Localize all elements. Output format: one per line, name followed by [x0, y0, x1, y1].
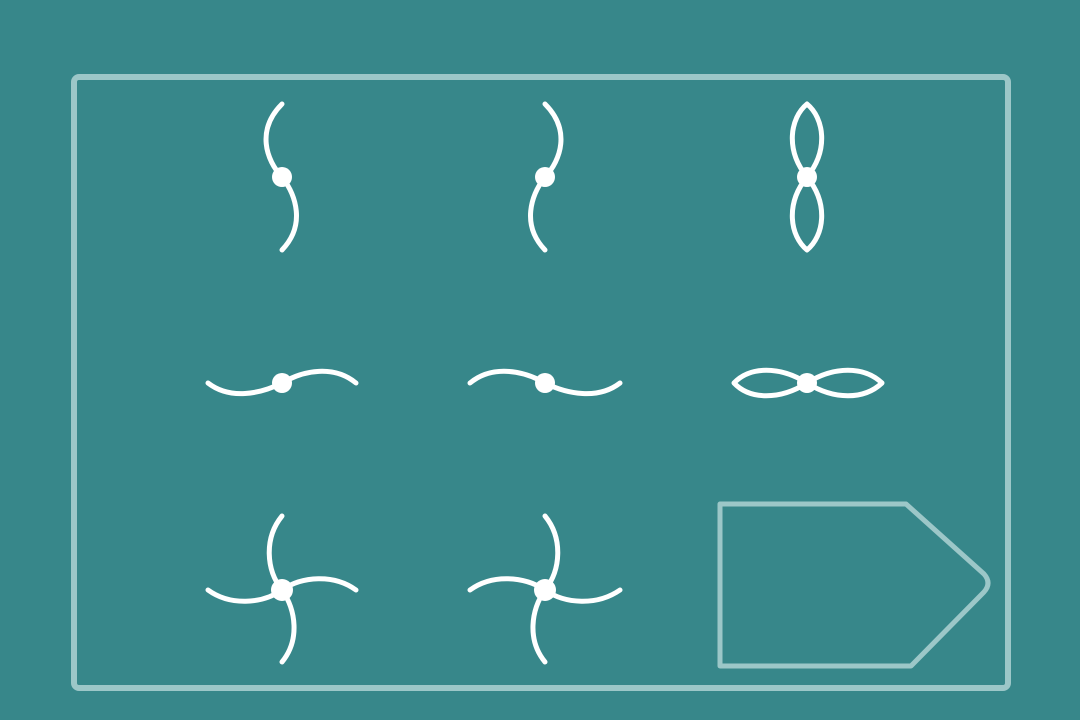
- vertical-mirrored-s-curve-icon: [528, 101, 564, 253]
- horizontal-mirrored-s-curve-icon: [467, 368, 623, 397]
- horizontal-figure-eight-icon: [731, 367, 885, 399]
- vertical-s-curve-icon: [263, 101, 299, 253]
- matrix-frame: [71, 74, 1011, 691]
- answer-slot-arrow-icon[interactable]: [717, 501, 991, 669]
- vertical-figure-eight-icon: [789, 101, 825, 253]
- mirrored-pinwheel-icon: [467, 513, 623, 665]
- pinwheel-icon: [205, 513, 359, 665]
- horizontal-s-curve-icon: [205, 368, 359, 397]
